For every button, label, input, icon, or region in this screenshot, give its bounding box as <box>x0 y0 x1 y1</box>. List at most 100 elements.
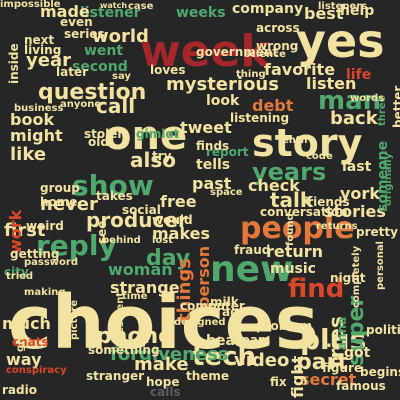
cloud-word: group <box>40 181 80 195</box>
cloud-word: question <box>38 80 147 105</box>
cloud-word: weeks <box>176 5 226 21</box>
cloud-word: day <box>146 246 191 271</box>
cloud-word: last <box>342 159 372 175</box>
cloud-word: tells <box>196 157 231 173</box>
cloud-word: later <box>56 65 89 79</box>
cloud-word: hope <box>146 375 180 389</box>
cloud-word: talk <box>270 188 314 212</box>
cloud-word: friends <box>302 195 350 209</box>
cloud-word: help <box>340 3 375 19</box>
cloud-word: next <box>24 33 55 47</box>
cloud-word: listeners <box>318 1 368 12</box>
cloud-word: impossible <box>0 0 61 10</box>
cloud-word: milk <box>210 295 239 309</box>
cloud-word: past <box>192 174 232 193</box>
cloud-word: wants <box>137 314 148 348</box>
cloud-word: listen <box>306 74 357 93</box>
cloud-word: series <box>64 27 105 41</box>
cloud-word: finds <box>196 139 230 153</box>
cloud-word: like <box>10 144 47 165</box>
cloud-word: words <box>350 93 385 104</box>
cloud-word: way <box>6 350 42 369</box>
cloud-word: story <box>252 121 363 165</box>
cloud-word: thing <box>236 69 266 80</box>
cloud-word: also <box>130 148 176 172</box>
cloud-word: choices <box>8 280 319 366</box>
cloud-word: inside <box>7 43 21 84</box>
cloud-word: forgiveness <box>110 344 229 365</box>
cloud-word: space <box>210 187 243 198</box>
cloud-word: give <box>15 328 26 352</box>
cloud-word: listening <box>230 111 290 125</box>
cloud-word: living <box>24 43 62 57</box>
cloud-word: city <box>4 265 29 279</box>
cloud-word: personal <box>375 241 386 290</box>
cloud-word: new <box>210 249 294 290</box>
cloud-word: code <box>306 151 333 162</box>
cloud-word: takes <box>96 189 133 203</box>
cloud-word: theme <box>186 369 230 383</box>
cloud-word: president <box>115 291 126 346</box>
cloud-word: fraud <box>234 243 271 257</box>
cloud-word: make <box>134 354 189 375</box>
cloud-word: favorite <box>264 60 336 79</box>
cloud-word: life <box>346 67 372 83</box>
cloud-word: night <box>330 271 366 285</box>
cloud-word: man <box>318 86 382 116</box>
cloud-word: got <box>344 345 371 361</box>
cloud-word: free <box>160 192 197 211</box>
cloud-word: book <box>10 110 55 129</box>
cloud-word: secret <box>300 370 357 389</box>
cloud-word: world <box>92 26 149 47</box>
cloud-word: tried <box>6 271 34 282</box>
cloud-word: debt <box>252 96 294 115</box>
cloud-word: much <box>2 314 51 333</box>
cloud-word: behind <box>102 235 141 246</box>
cloud-word: something <box>88 343 160 357</box>
cloud-word: back <box>330 108 378 129</box>
cloud-word: listener <box>80 5 141 21</box>
cloud-word: conspiracy <box>6 365 67 376</box>
cloud-word: say <box>112 71 131 82</box>
cloud-word: went <box>84 43 124 59</box>
cloud-word: yes <box>296 14 385 68</box>
cloud-word: political <box>366 323 400 337</box>
cloud-word: returns <box>316 221 358 232</box>
cloud-word: password <box>24 257 79 268</box>
cloud-word: entire <box>282 135 316 146</box>
cloud-word: stories <box>324 202 386 221</box>
cloud-word: video <box>234 350 290 371</box>
cloud-word: tech <box>192 342 256 372</box>
cloud-word: music <box>270 261 316 277</box>
cloud-word: social <box>122 203 161 217</box>
cloud-word: never <box>40 194 98 215</box>
cloud-word: home <box>40 195 78 209</box>
cloud-word: originally <box>383 152 394 206</box>
cloud-word: would <box>152 213 193 227</box>
cloud-word: watch <box>100 1 128 10</box>
cloud-word: better <box>391 85 400 128</box>
cloud-word: getting <box>10 247 60 261</box>
cloud-word: across <box>256 21 300 35</box>
cloud-word: see <box>95 220 109 244</box>
cloud-word: chats <box>12 335 49 349</box>
cloud-word: anna <box>335 316 349 350</box>
cloud-word: woman <box>108 260 173 279</box>
cloud-word: begins <box>360 365 400 379</box>
cloud-word: picture <box>69 299 80 340</box>
cloud-word: pretty <box>356 225 398 239</box>
cloud-word: try <box>152 149 172 163</box>
cloud-word: case <box>128 1 154 12</box>
cloud-word: week <box>140 26 270 77</box>
cloud-word: call <box>96 94 136 118</box>
cloud-word: conversation <box>260 205 348 219</box>
cloud-word: strange <box>110 278 180 297</box>
cloud-word: completely <box>351 245 362 308</box>
cloud-word: lost <box>152 235 174 246</box>
cloud-word: famous <box>336 379 386 393</box>
cloud-word: second <box>72 59 128 75</box>
cloud-word: check <box>248 176 300 195</box>
cloud-word: look <box>206 93 240 109</box>
cloud-word: time <box>122 291 148 302</box>
